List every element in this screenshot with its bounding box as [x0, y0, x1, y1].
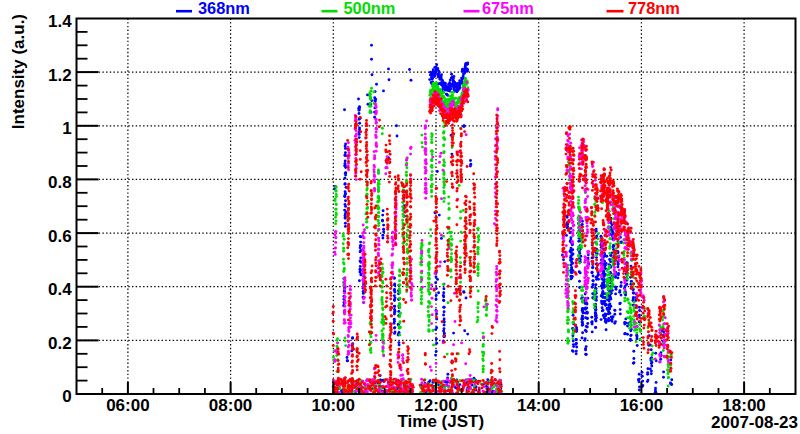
svg-text:16:00: 16:00 [620, 396, 663, 415]
svg-text:0.6: 0.6 [48, 227, 72, 246]
svg-text:0.2: 0.2 [48, 334, 72, 353]
svg-text:675nm: 675nm [482, 0, 534, 17]
svg-text:Time (JST): Time (JST) [398, 412, 485, 431]
svg-text:06:00: 06:00 [106, 396, 149, 415]
svg-text:778nm: 778nm [628, 0, 680, 17]
svg-text:1.4: 1.4 [48, 12, 72, 31]
svg-text:500nm: 500nm [344, 0, 396, 17]
svg-text:1: 1 [62, 119, 71, 138]
svg-text:14:00: 14:00 [517, 396, 560, 415]
svg-text:Intensity (a.u.): Intensity (a.u.) [10, 14, 29, 129]
svg-text:0: 0 [62, 387, 71, 406]
svg-text:0.4: 0.4 [48, 280, 72, 299]
svg-text:08:00: 08:00 [209, 396, 252, 415]
svg-text:10:00: 10:00 [312, 396, 355, 415]
svg-text:2007-08-23: 2007-08-23 [711, 413, 798, 432]
svg-text:368nm: 368nm [198, 0, 250, 17]
svg-text:1.2: 1.2 [48, 66, 72, 85]
svg-text:18:00: 18:00 [722, 396, 765, 415]
svg-text:0.8: 0.8 [48, 173, 72, 192]
